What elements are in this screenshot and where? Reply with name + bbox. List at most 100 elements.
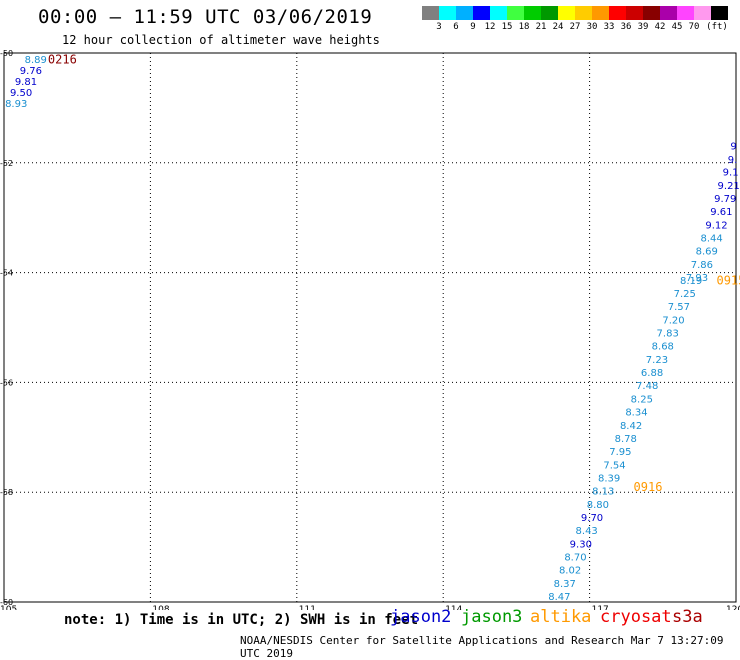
swh-value-label: 7.23 [646,355,668,366]
satellite-name-altika: altika [530,607,592,627]
swh-value-label: 8.42 [620,421,642,432]
swh-value-label: 8.44 [700,234,722,245]
color-scale-labels: 3 6 9 12 15 18 21 24 27 30 33 36 39 42 45 70 (ft) [422,22,740,34]
scale-label: 9 [470,22,476,32]
scale-label: 42 [654,22,666,32]
scale-label: 27 [569,22,581,32]
swh-value-label: 9.76 [20,66,42,77]
x-tick-label: 114 [445,605,462,610]
scale-swatch [541,6,558,20]
swh-value-label: 9.50 [10,88,32,99]
x-tick-label: 105 [0,605,17,610]
swh-value-label: 7.54 [603,460,625,471]
y-tick-label: -52 [0,159,13,168]
scale-label: 6 [453,22,459,32]
wave-height-plot: 105 108 111 114 117 120 -50 -52 -54 -56 -58 -60 8.89… [0,49,740,610]
y-tick-label: -60 [0,598,13,607]
scale-swatch [609,6,626,20]
scale-label: 36 [620,22,632,32]
swh-value-label: 8.78 [615,434,637,445]
swh-value-label: 9 [730,141,736,152]
pass-time-label: 0915 [716,273,740,287]
scale-label: 70 [688,22,700,32]
scale-swatch [643,6,660,20]
pass-time-label: 0216 [48,53,77,67]
scale-label: (ft) [706,22,728,32]
swh-value-label: 8.68 [652,342,674,353]
scale-swatch [660,6,677,20]
scale-label: 21 [535,22,547,32]
scale-swatch [592,6,609,20]
footer-credit: NOAA/NESDIS Center for Satellite Applica… [240,634,724,660]
swh-value-label: 8.43 [576,526,598,537]
scale-label: 45 [671,22,683,32]
satellite-name-s3a: s3a [672,607,703,627]
swh-value-label: 9. [728,155,738,166]
y-tick-label: -56 [0,378,13,387]
satellite-name-jason2: jason2 [390,607,452,627]
scale-label: 39 [637,22,649,32]
scale-label: 12 [484,22,496,32]
swh-value-label: 9.12 [705,220,727,231]
swh-value-label: 8.34 [625,408,647,419]
scale-swatch [626,6,643,20]
swh-value-label: 8.80 [587,500,609,511]
swh-value-label: 7.83 [657,329,679,340]
scale-label: 3 [436,22,442,32]
y-tick-label: -58 [0,488,13,497]
swh-value-label: 8.39 [598,473,620,484]
swh-value-label: 7.20 [662,315,684,326]
swh-value-label: 9.30 [570,539,592,550]
scale-swatch [575,6,592,20]
x-tick-label: 111 [299,605,316,610]
scale-swatch [694,6,711,20]
swh-value-label: 9.70 [581,513,603,524]
swh-value-label: 9.1 [723,168,739,179]
satellite-name-jason3: jason3 [461,607,523,627]
footer-note: note: 1) Time is in UTC; 2) SWH is in fe… [64,612,419,628]
satellite-name-cryosat: cryosat [600,607,672,627]
swh-value-label: 9.79 [714,194,736,205]
swh-value-label: 8.93 [5,99,27,110]
scale-label: 33 [603,22,615,32]
scale-label: 24 [552,22,564,32]
color-scale-legend [422,6,728,20]
plot-frame [3,52,737,603]
swh-value-label: 9.21 [718,181,740,192]
x-tick-label: 117 [592,605,609,610]
scale-label: 15 [501,22,513,32]
y-tick-label: -50 [0,49,13,58]
scale-swatch [456,6,473,20]
swh-value-label: 8.47 [548,592,570,603]
swh-value-label: 8.70 [564,553,586,564]
scale-label: 18 [518,22,530,32]
scale-swatch [524,6,541,20]
scale-swatch [507,6,524,20]
swh-value-label: 8.25 [631,394,653,405]
swh-value-label: 9.81 [15,77,37,88]
swh-value-label: 7.95 [609,447,631,458]
swh-value-label: 8.02 [559,566,581,577]
scale-swatch [490,6,507,20]
swh-value-label: 8.13 [592,487,614,498]
swh-value-label: 8.89 [25,55,47,66]
scale-swatch [439,6,456,20]
scale-swatch [711,6,728,20]
chart-title: 00:00 – 11:59 UTC 03/06/2019 [38,6,373,28]
swh-value-label: 6.88 [641,368,663,379]
swh-value-label: 8.69 [696,247,718,258]
pass-time-label: 0916 [634,480,663,494]
swh-value-label: 7.86 [691,260,713,271]
swh-value-label: 7.25 [674,289,696,300]
swh-value-label: 7.48 [636,381,658,392]
swh-value-label: 8.37 [554,579,576,590]
scale-swatch [677,6,694,20]
swh-value-label: 8.19 [680,276,702,287]
scale-swatch [473,6,490,20]
chart-subtitle: 12 hour collection of altimeter wave hei… [62,33,380,47]
swh-value-label: 7.57 [668,302,690,313]
swh-value-label: 7.93 [686,273,708,284]
swh-value-label: 9.61 [710,207,732,218]
scale-label: 30 [586,22,598,32]
y-tick-label: -54 [0,269,13,278]
